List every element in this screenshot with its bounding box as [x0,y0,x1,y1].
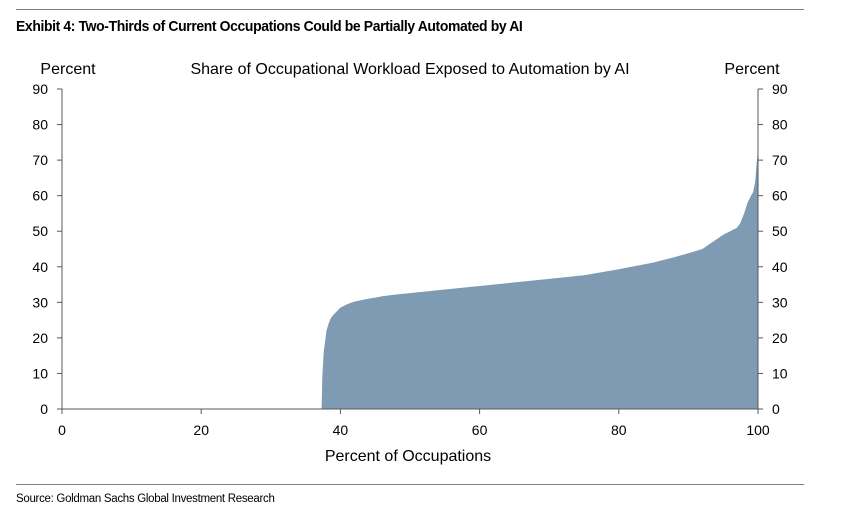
area-series-0 [62,149,758,409]
y-tick-label-right: 10 [772,365,788,381]
chart-title: Share of Occupational Workload Exposed t… [190,61,629,78]
y-tick-label-right: 30 [772,294,788,310]
y-tick-label-left: 10 [32,365,48,381]
x-tick-label: 100 [746,422,770,438]
y-tick-label-left: 0 [40,401,48,417]
y-tick-label-right: 0 [772,401,780,417]
y-tick-label-left: 30 [32,294,48,310]
exhibit-title: Exhibit 4: Two-Thirds of Current Occupat… [16,18,523,35]
x-axis-label: Percent of Occupations [325,448,491,465]
top-rule [16,9,804,10]
y-tick-label-left: 40 [32,259,48,275]
x-tick-label: 60 [472,422,488,438]
y-tick-label-left: 60 [32,188,48,204]
y-tick-label-left: 90 [32,81,48,97]
y-tick-label-right: 90 [772,81,788,97]
source-note: Source: Goldman Sachs Global Investment … [16,493,275,505]
y-tick-label-right: 20 [772,330,788,346]
y-tick-label-left: 80 [32,117,48,133]
y-tick-label-right: 80 [772,117,788,133]
y-tick-label-right: 40 [772,259,788,275]
x-tick-label: 20 [193,422,209,438]
y-axis-label-right: Percent [724,61,780,78]
x-tick-label: 0 [58,422,66,438]
bottom-rule [16,484,804,485]
y-tick-label-right: 60 [772,188,788,204]
y-tick-label-left: 20 [32,330,48,346]
y-axis-label-left: Percent [40,61,96,78]
y-tick-label-left: 50 [32,223,48,239]
x-tick-label: 80 [611,422,627,438]
y-tick-label-right: 50 [772,223,788,239]
y-tick-label-right: 70 [772,152,788,168]
x-tick-label: 40 [333,422,349,438]
y-tick-label-left: 70 [32,152,48,168]
